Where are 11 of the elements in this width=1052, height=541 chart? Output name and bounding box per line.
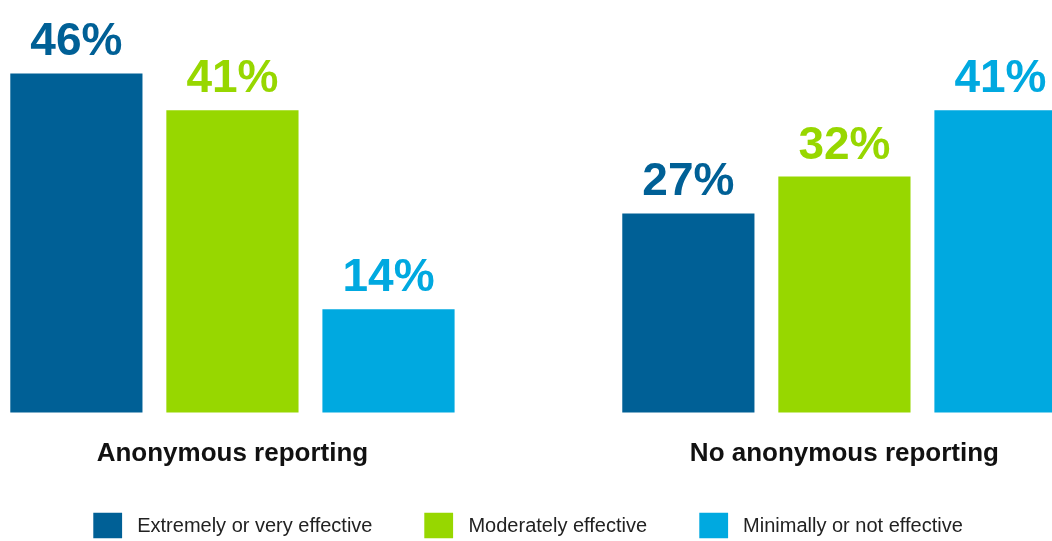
data-label: 41% — [954, 50, 1047, 103]
legend-label: Minimally or not effective — [743, 512, 963, 538]
legend-label: Extremely or very effective — [137, 512, 373, 538]
data-label: 32% — [798, 116, 891, 169]
legend-label: Moderately effective — [468, 512, 648, 538]
data-label: 27% — [642, 153, 735, 206]
x-tick-label: No anonymous reporting — [689, 437, 999, 468]
data-label: 14% — [342, 249, 435, 302]
data-label: 41% — [186, 50, 279, 103]
data-label: 46% — [30, 13, 123, 66]
x-tick-label: Anonymous reporting — [96, 437, 369, 468]
